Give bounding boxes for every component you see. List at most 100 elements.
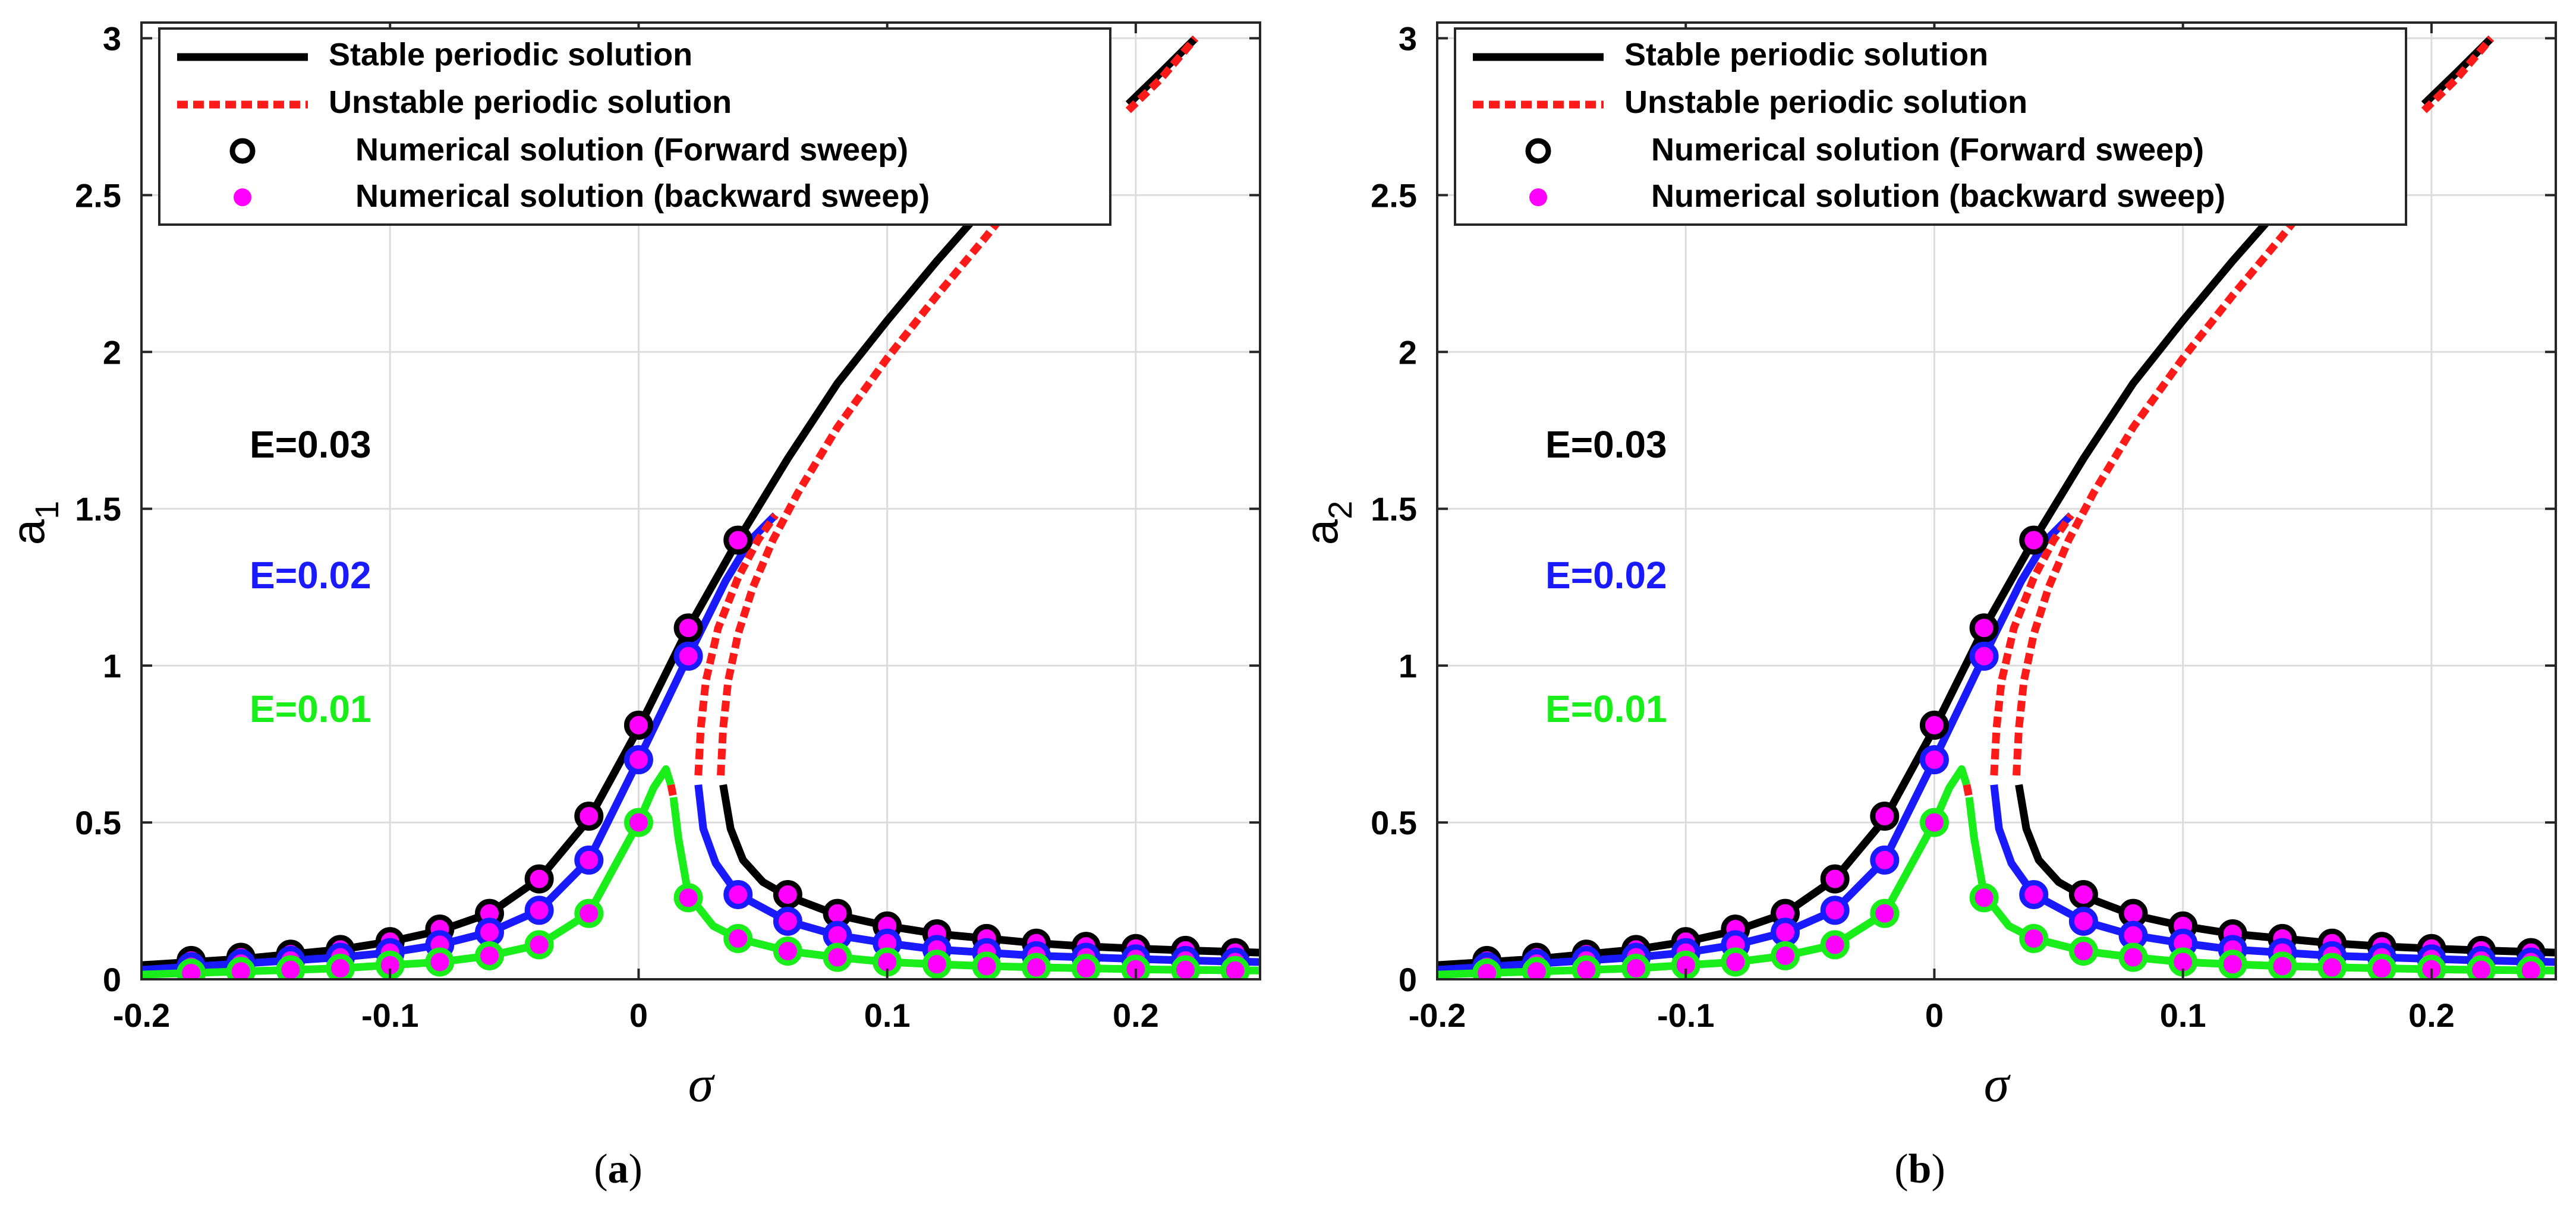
x-tick-label: 0 [1925, 997, 1944, 1034]
data-point-E=0.02 [623, 745, 653, 774]
data-point-E=0.03 [673, 613, 703, 643]
data-point-E=0.01 [673, 883, 703, 913]
panel-caption: (a) [594, 1146, 643, 1192]
x-tick-label: 0.2 [2408, 997, 2455, 1034]
data-point-E=0.01 [2218, 950, 2247, 979]
data-point-E=0.01 [1472, 958, 1502, 979]
legend-swatch-backward [1529, 188, 1547, 206]
chart-panel-b: -0.2 -0.1 0 0.1 0.200.511.522.53σa2E=0.03E=0… [1295, 20, 2557, 1192]
series-label: E=0.02 [250, 554, 371, 597]
data-point-E=0.03 [773, 879, 802, 909]
unstable-branch [1990, 513, 2074, 776]
y-tick-label: 1.5 [1371, 490, 1417, 528]
legend-swatch-backward [234, 188, 251, 206]
caption-open: ( [1894, 1146, 1908, 1192]
data-point-E=0.03 [1969, 613, 1999, 643]
chart-panel-a: -0.2 -0.1 0 0.1 0.200.511.522.53σa1E=0.03E=0… [2, 20, 1261, 1192]
data-point-E=0.01 [1721, 947, 1750, 977]
y-tick-label: 2.5 [1371, 176, 1417, 214]
x-tick-label: -0.2 [113, 997, 171, 1034]
data-point-E=0.01 [723, 923, 753, 953]
data-point-E=0.01 [1220, 956, 1250, 979]
y-tick-label: 0 [103, 961, 121, 998]
data-point-E=0.01 [1022, 953, 1051, 979]
legend-entry-2: Unstable periodic solution [1624, 84, 2027, 120]
data-point-E=0.02 [2019, 879, 2049, 909]
y-tick-label: 3 [103, 20, 121, 57]
data-point-E=0.01 [524, 930, 554, 960]
data-point-E=0.01 [574, 898, 604, 928]
caption-letter: a [608, 1146, 629, 1192]
data-point-E=0.01 [2268, 951, 2297, 979]
legend-box [1454, 27, 2407, 226]
y-axis-label: a2 [1295, 501, 1359, 545]
unstable-branch [667, 784, 678, 799]
y-tick-label: 2.5 [75, 176, 121, 214]
data-point-E=0.01 [2019, 923, 2049, 953]
series-label: E=0.01 [1545, 688, 1667, 730]
data-point-E=0.01 [1969, 883, 1999, 913]
data-point-E=0.02 [475, 917, 505, 947]
data-point-E=0.01 [1071, 954, 1101, 979]
y-tick-label: 1 [103, 647, 121, 685]
unstable-branch-upper [2421, 36, 2495, 113]
caption-open: ( [594, 1146, 607, 1192]
data-point-E=0.01 [2367, 954, 2397, 979]
data-point-E=0.02 [1919, 745, 1949, 774]
x-tick-label: 0.1 [864, 997, 911, 1034]
caption-close: ) [1931, 1146, 1945, 1192]
data-point-E=0.01 [326, 954, 355, 979]
data-point-E=0.01 [1919, 808, 1949, 837]
x-tick-label: 0.1 [2160, 997, 2206, 1034]
data-point-E=0.02 [2068, 906, 2098, 936]
y-tick-label: 3 [1399, 20, 1417, 57]
data-point-E=0.01 [1621, 954, 1651, 979]
data-point-E=0.01 [2317, 953, 2347, 979]
y-tick-label: 1.5 [75, 490, 121, 528]
data-point-E=0.01 [823, 942, 852, 972]
x-tick-label: 0 [629, 997, 648, 1034]
series-label: E=0.03 [1545, 423, 1667, 466]
data-point-E=0.01 [177, 958, 206, 979]
legend-entry-4: Numerical solution (backward sweep) [355, 178, 930, 214]
legend: Stable periodic solution Unstable periodi… [158, 27, 1111, 226]
data-point-E=0.01 [623, 808, 653, 837]
caption-letter: b [1909, 1146, 1932, 1192]
data-point-E=0.02 [1820, 895, 1850, 925]
y-tick-label: 1 [1399, 647, 1417, 685]
legend: Stable periodic solution Unstable periodi… [1454, 27, 2407, 226]
legend-entry-2: Unstable periodic solution [329, 84, 732, 120]
data-point-E=0.02 [524, 895, 554, 925]
y-tick-label: 0 [1399, 961, 1417, 998]
y-tick-label: 0.5 [75, 804, 121, 841]
y-axis-label-main: a [1295, 519, 1347, 545]
x-tick-label: -0.2 [1409, 997, 1466, 1034]
data-point-E=0.02 [574, 845, 604, 875]
unstable-branch [717, 186, 1027, 776]
y-tick-label: 2 [103, 333, 121, 371]
data-point-E=0.03 [1820, 864, 1850, 894]
data-point-E=0.03 [2019, 525, 2049, 555]
markers [1472, 525, 2546, 979]
x-tick-label: -0.1 [1657, 997, 1715, 1034]
data-point-E=0.01 [773, 936, 802, 966]
data-point-E=0.02 [1870, 845, 1900, 875]
legend-box [158, 27, 1111, 226]
data-point-E=0.01 [2068, 936, 2098, 966]
unstable-branch [694, 513, 779, 776]
data-point-E=0.01 [425, 947, 455, 977]
axes-frame [140, 21, 1261, 980]
unstable-branch [2013, 186, 2323, 776]
legend-entry-3: Numerical solution (Forward sweep) [1651, 132, 2204, 168]
panel-caption: (b) [1894, 1146, 1945, 1192]
data-point-E=0.02 [673, 641, 703, 671]
data-point-E=0.03 [1870, 802, 1900, 831]
data-point-E=0.03 [623, 710, 653, 740]
series-label: E=0.01 [250, 688, 371, 730]
data-point-E=0.01 [1572, 955, 1601, 979]
data-point-E=0.03 [723, 525, 753, 555]
data-point-E=0.01 [2467, 955, 2496, 979]
x-axis-label: σ [688, 1055, 716, 1112]
legend-entry-1: Stable periodic solution [1624, 37, 1988, 72]
